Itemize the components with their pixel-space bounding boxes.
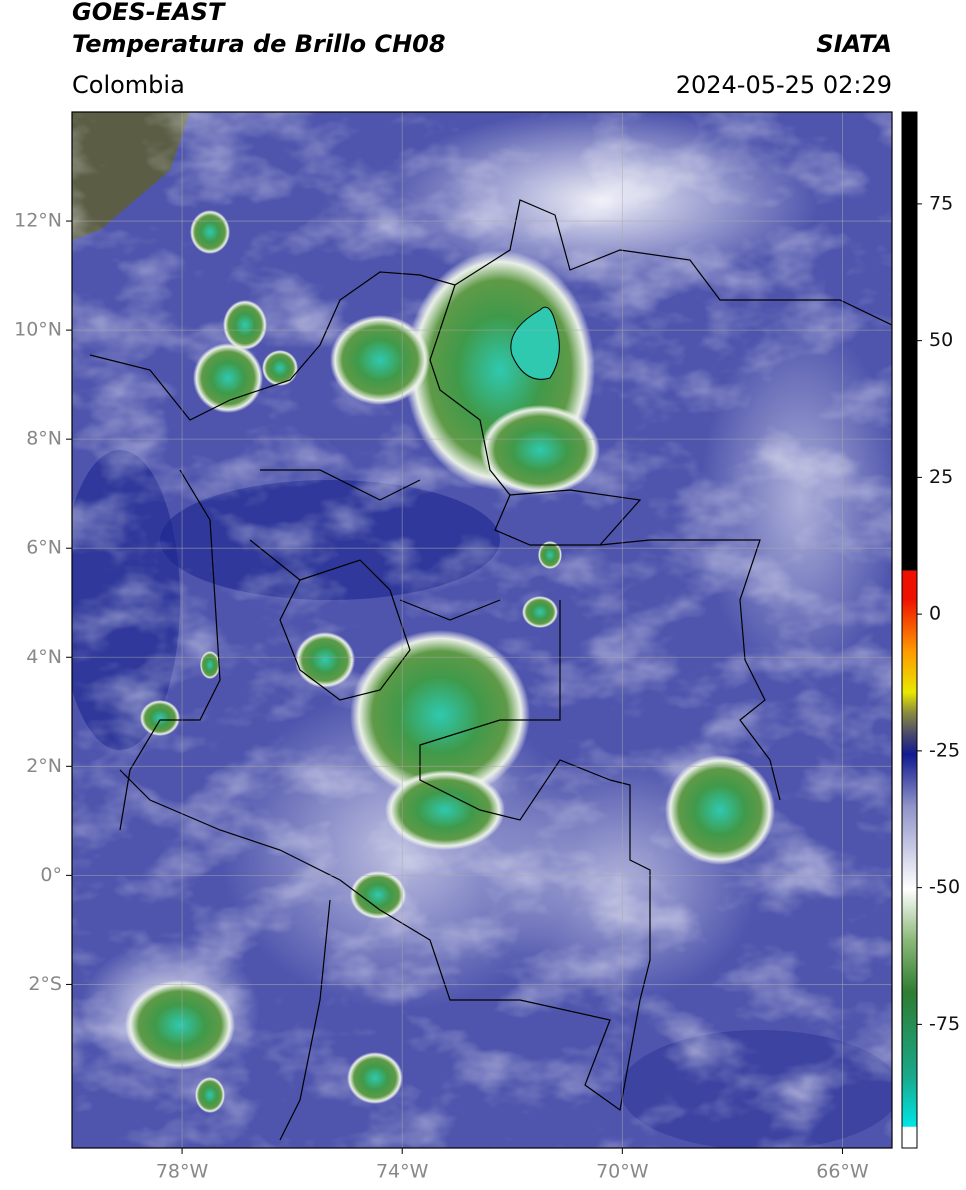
y-tick-label: 6°N [26,537,62,559]
colorbar-tick-label: -25 [929,739,960,761]
x-tick-label: 78°W [156,1161,209,1183]
x-tick-label: 74°W [376,1161,429,1183]
region: Colombia [72,71,185,99]
product-title: Temperatura de Brillo CH08 [72,30,446,58]
y-tick-label: 8°N [26,428,62,450]
colorbar-tick-label: -75 [929,1013,960,1035]
y-tick-label: 12°N [14,210,62,232]
grid [72,112,892,1148]
colorbar-tick-label: 75 [929,192,953,214]
colorbar-tick-label: -50 [929,876,960,898]
satellite-title: GOES-EAST [72,0,226,26]
datetime: 2024-05-25 02:29 [676,71,892,99]
x-tick-label: 70°W [596,1161,649,1183]
borders [89,199,892,1141]
colorbar-tick-label: 0 [929,603,941,625]
source: SIATA [816,30,892,58]
satellite-image [72,112,892,1148]
colorbar [901,111,918,1149]
colorbar-tick-label: 25 [929,466,953,488]
map-frame [71,111,893,1149]
y-tick-label: 2°N [26,755,62,777]
y-tick-label: 4°N [26,646,62,668]
colorbar-tick-label: 50 [929,329,953,351]
y-tick-label: 10°N [14,319,62,341]
x-tick-label: 66°W [816,1161,869,1183]
y-tick-label: 2°S [28,973,62,995]
y-tick-label: 0° [40,864,62,886]
